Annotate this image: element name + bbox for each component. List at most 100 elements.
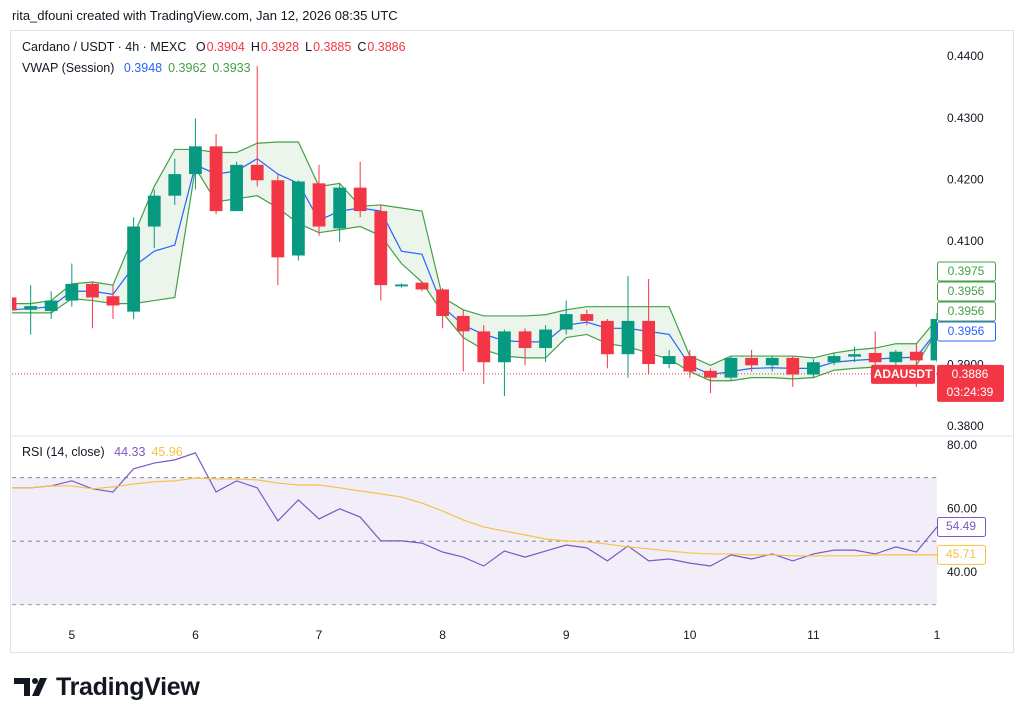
candle-body [848,354,861,357]
candle-body [600,320,614,355]
price-label: 0.3956 [948,304,985,318]
vwap-line [12,141,937,366]
legend-value: 0.3962 [168,61,207,75]
price-label-box [937,261,996,282]
rsi-line [12,452,937,567]
y-tick-label: 60.00 [947,502,977,516]
price-pane [12,66,937,397]
candle-body [559,314,573,330]
brand: TradingView [56,673,200,701]
candle-body [168,174,182,196]
candle-body [333,187,347,229]
axes: 0.38000.39000.41000.42000.43000.440040.0… [68,49,1004,642]
ohlc-value: 0.3886 [367,40,406,54]
y-tick-label: 0.4400 [947,49,984,63]
price-label-box [937,281,996,302]
candle-body [44,300,58,312]
y-tick-label: 0.4100 [947,234,984,248]
logo-slash [32,678,47,696]
candle-body [704,370,717,378]
candle-body [518,331,532,349]
legend-value: 44.33 [114,445,146,459]
y-tick-label: 0.4300 [947,111,984,125]
candle-body [127,226,141,312]
candle-body [374,211,388,286]
price-label-box [937,321,996,342]
vwap-line [12,166,937,382]
candle-body [580,314,594,321]
ohlc-value: 0.3928 [260,40,300,54]
x-tick-label: 11 [807,628,820,642]
last-price-label: 0.3886 [952,367,989,381]
ohlc-value: 0.3885 [313,40,352,54]
rsi-value-label: 54.49 [946,519,976,533]
ohlc-key: C [357,40,367,54]
x-tick-label: 10 [683,628,697,642]
y-tick-label: 0.3800 [947,419,984,433]
candle-body [724,357,738,378]
candle-body [477,331,491,363]
attribution: rita_dfouni created with TradingView.com… [12,8,398,23]
price-label: 0.3956 [948,284,985,298]
candle-body [291,181,305,256]
candle-body [12,297,17,311]
candle-body [827,356,841,363]
candle-body [86,283,99,298]
candle-body [683,356,697,372]
legend-value: 0.3948 [123,61,163,75]
candle-body [395,284,408,287]
rsi-line [12,477,937,557]
candle-body [765,357,779,366]
rsi-lines [12,452,937,567]
candle-body [621,320,635,355]
rsi-legend: RSI (14, close) 44.33 45.96 [22,445,189,459]
candle-body [24,306,38,310]
logo-dot [32,678,38,684]
candle-body [230,164,243,212]
legend-value: 0.3933 [212,61,251,75]
candle-body [662,356,676,365]
x-tick-label: 7 [316,628,323,642]
indicator-name: VWAP (Session) [22,61,115,75]
vwap-line [12,157,937,376]
candle-body [271,180,285,258]
y-tick-label: 40.00 [947,565,977,579]
x-tick-label: 1 [934,628,941,642]
candle-body [209,146,223,212]
candle-body [415,282,429,290]
candle-body [868,352,882,363]
price-label: 0.3956 [948,324,985,338]
candle-body [312,183,326,227]
x-tick-label: 6 [192,628,199,642]
candle-body [65,283,79,301]
rsi-value-box [937,516,986,537]
logo [14,678,47,696]
candle-body [539,329,552,349]
last-price-box [937,364,1004,402]
candle-body [909,351,923,361]
logo-mark [14,678,30,696]
symbol-title: Cardano / USDT · 4h · MEXC [22,40,187,54]
candle-body [642,320,656,365]
candle-body [807,362,820,375]
candle-body [436,289,450,316]
legend-value: 45.96 [151,445,183,459]
y-tick-label: 0.4200 [947,172,984,186]
ohlc-key: O [195,40,206,54]
candle-body [745,357,759,366]
symbol-label: ADAUSDT [874,367,933,381]
symbol-box [871,364,935,384]
ohlc-value: 0.3904 [206,40,245,54]
rsi-value-box [937,544,986,565]
ohlc-key: L [305,40,313,54]
candle-body [498,331,511,363]
x-tick-label: 8 [439,628,446,642]
candle-body [250,164,264,181]
candle-body [147,195,161,227]
candle-body [456,315,470,332]
x-tick-label: 9 [563,628,570,642]
vwap-legend: VWAP (Session) 0.3948 0.3962 0.3933 [22,61,257,75]
y-tick-label: 80.00 [947,438,977,452]
